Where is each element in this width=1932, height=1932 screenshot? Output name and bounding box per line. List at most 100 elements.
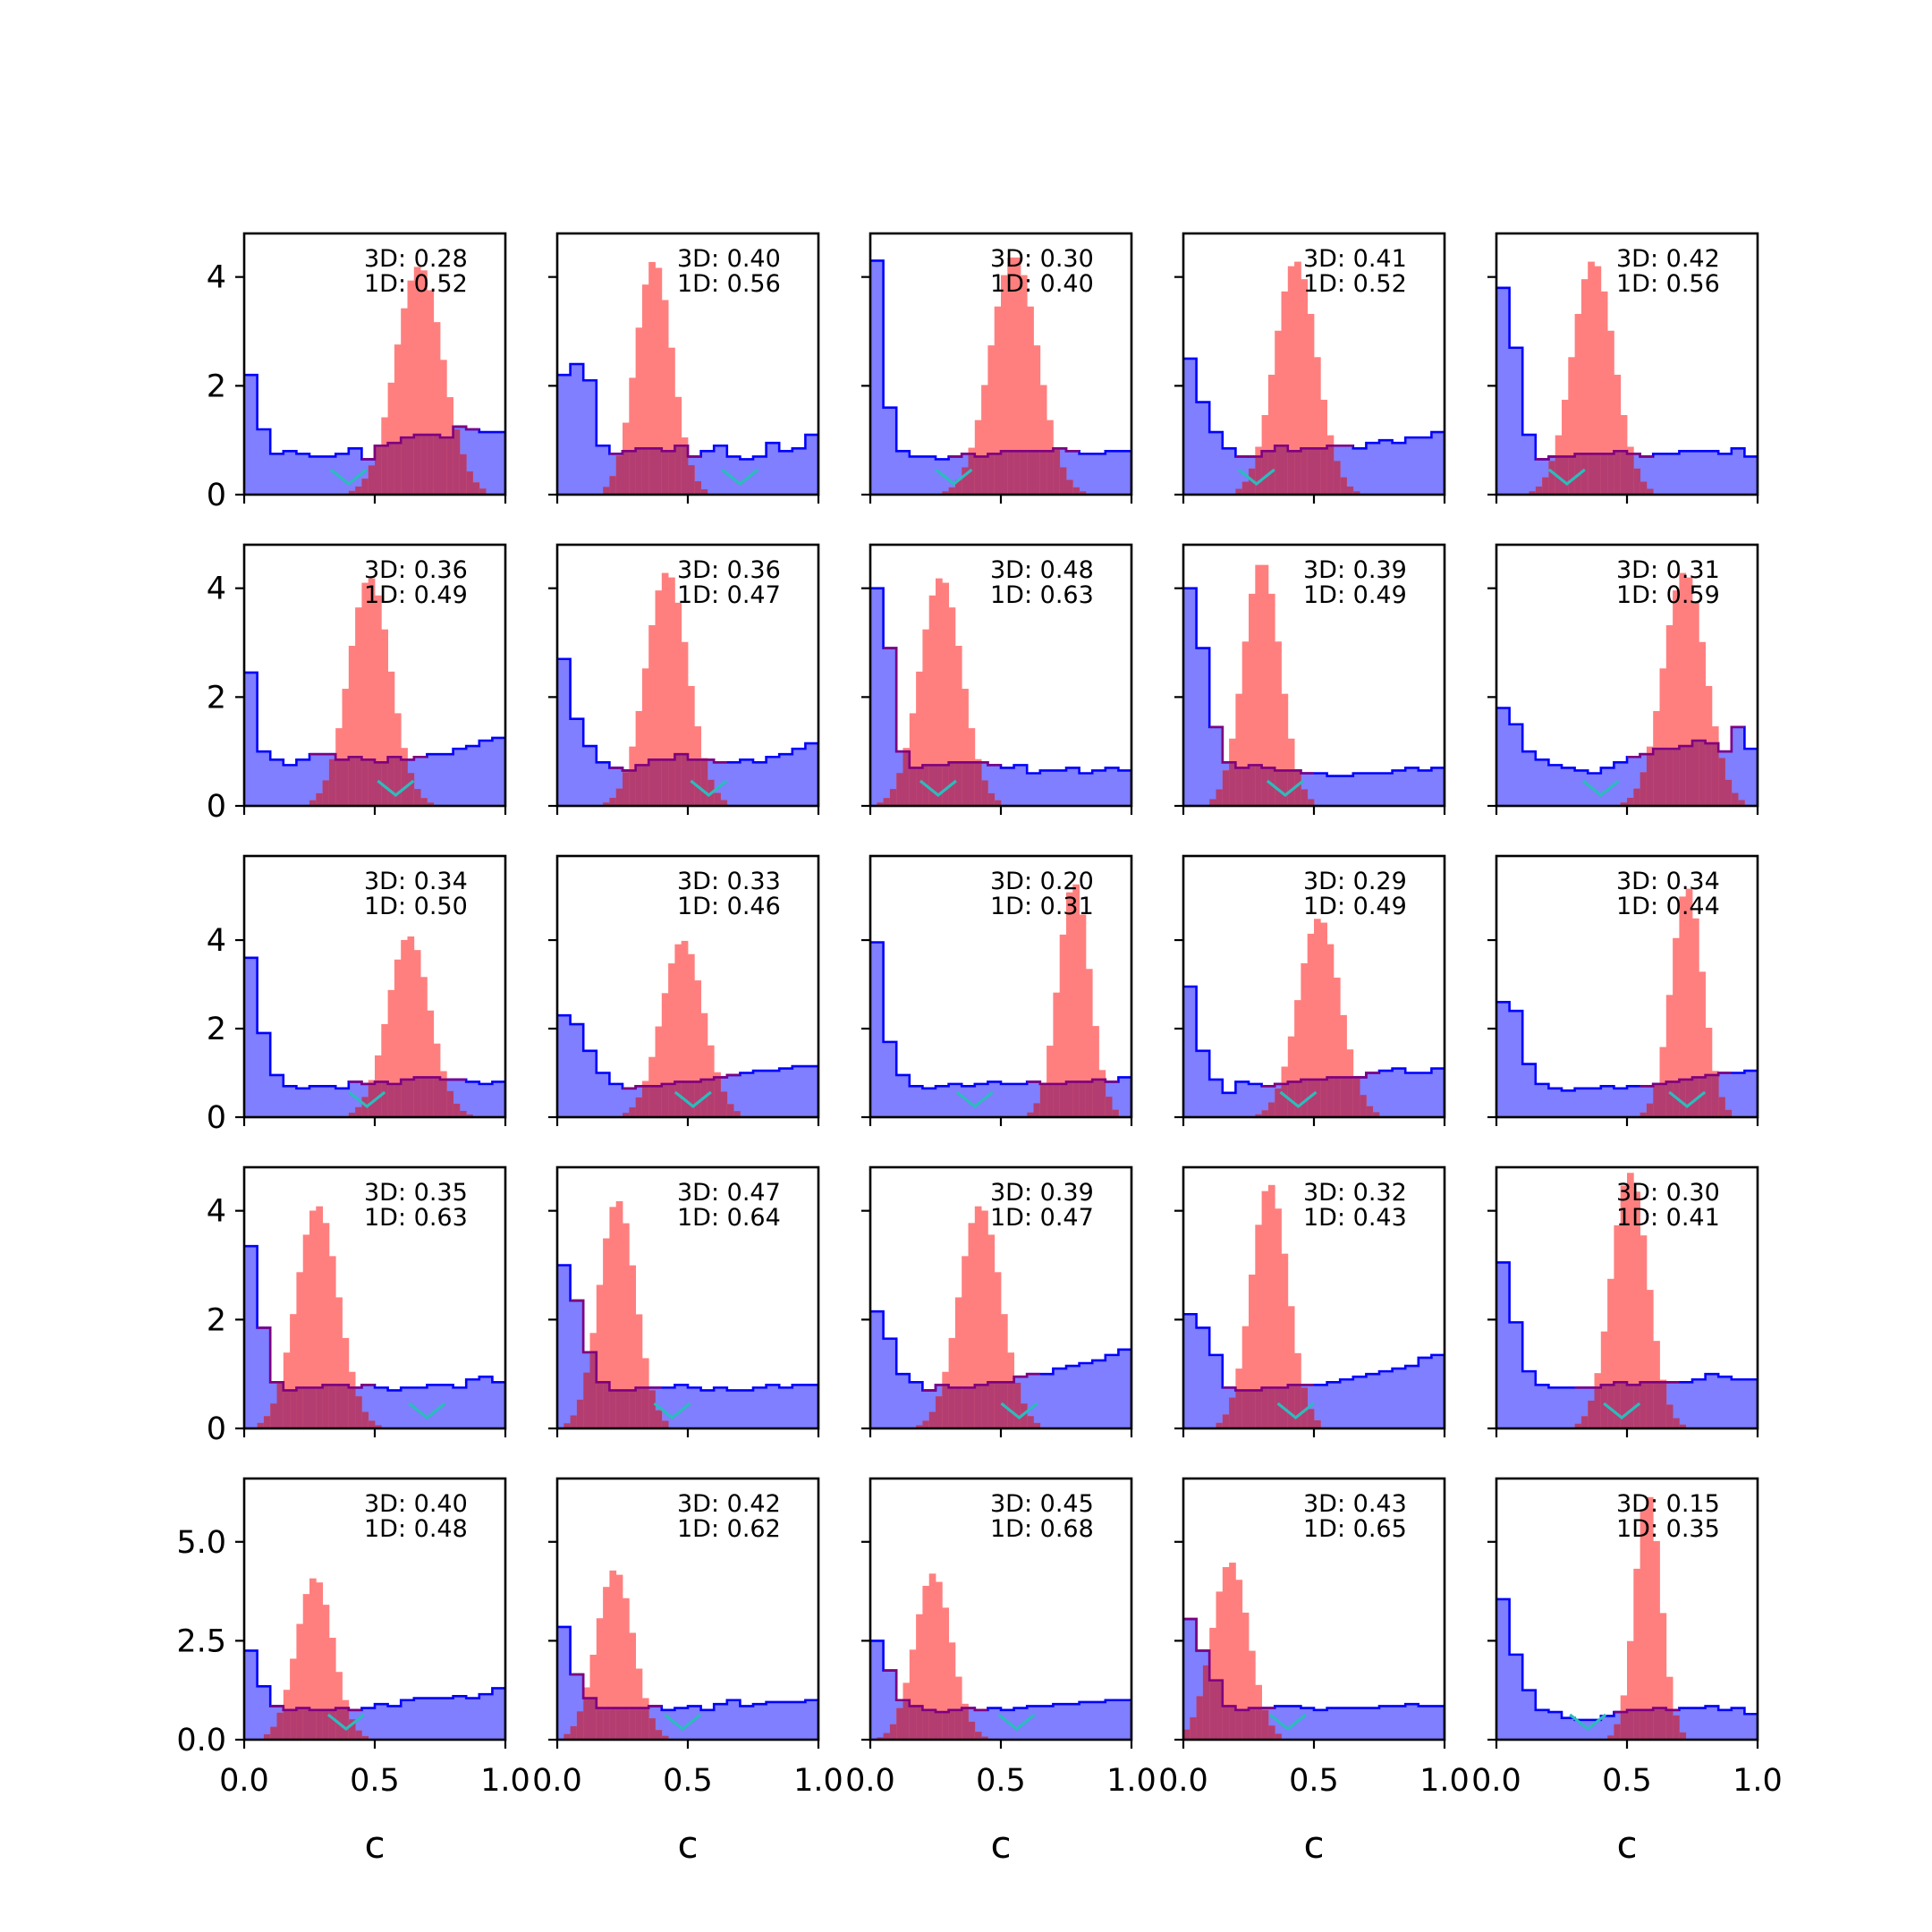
plot-area bbox=[244, 936, 505, 1117]
red-bar bbox=[1235, 1580, 1243, 1740]
red-bar bbox=[1027, 306, 1034, 495]
overlap-bar bbox=[1235, 488, 1243, 495]
y-tick-label: 0.0 bbox=[176, 1723, 226, 1758]
overlap-bar bbox=[1307, 1409, 1315, 1428]
plot-area bbox=[244, 1578, 505, 1740]
red-bar bbox=[1692, 918, 1699, 1117]
overlap-bar bbox=[968, 1387, 976, 1428]
overlap-bar bbox=[328, 1709, 336, 1740]
red-bar bbox=[1085, 969, 1093, 1117]
red-bar bbox=[928, 1573, 936, 1740]
overlap-bar bbox=[1346, 1077, 1354, 1117]
overlap-bar bbox=[290, 1390, 297, 1428]
overlap-bar bbox=[733, 1111, 741, 1117]
label-1d: 1D: 0.52 bbox=[364, 270, 468, 298]
overlap-bar bbox=[1059, 1083, 1067, 1117]
overlap-bar bbox=[688, 1081, 695, 1117]
overlap-bar bbox=[1027, 1416, 1034, 1428]
x-axis-label: c bbox=[1303, 1823, 1324, 1867]
overlap-bar bbox=[968, 762, 976, 806]
x-tick-label: 0.0 bbox=[219, 1763, 269, 1799]
y-tick-label: 4 bbox=[207, 923, 226, 959]
blue-histogram bbox=[870, 260, 1131, 495]
label-3d: 3D: 0.30 bbox=[990, 245, 1094, 273]
red-bar bbox=[1320, 922, 1327, 1117]
overlap-bar bbox=[1261, 451, 1269, 495]
overlap-bar bbox=[1352, 491, 1360, 495]
overlap-bar bbox=[1665, 1404, 1674, 1428]
overlap-bar bbox=[1340, 1077, 1347, 1117]
marker-point bbox=[1581, 779, 1620, 798]
overlap-bar bbox=[1352, 1077, 1360, 1117]
overlap-bar bbox=[954, 1387, 962, 1428]
overlap-bar bbox=[1614, 1382, 1622, 1428]
overlap-bar bbox=[413, 1077, 421, 1117]
overlap-bar bbox=[954, 762, 962, 806]
overlap-bar bbox=[1360, 1095, 1367, 1117]
overlap-outline bbox=[609, 752, 727, 772]
overlap-bar bbox=[603, 1382, 610, 1428]
overlap-bar bbox=[694, 481, 701, 495]
overlap-bar bbox=[342, 759, 350, 806]
red-bar bbox=[1314, 919, 1321, 1117]
overlap-bar bbox=[922, 1420, 930, 1428]
red-bar bbox=[688, 685, 695, 806]
label-1d: 1D: 0.35 bbox=[1616, 1515, 1720, 1543]
overlap-bar bbox=[1659, 1083, 1667, 1117]
overlap-bar bbox=[928, 1709, 936, 1740]
red-bar bbox=[1699, 971, 1706, 1117]
overlap-bar bbox=[413, 435, 421, 495]
red-bar bbox=[1046, 1046, 1054, 1117]
overlap-bar bbox=[909, 1706, 917, 1740]
overlap-bar bbox=[1209, 1680, 1216, 1740]
marker-point bbox=[1569, 1713, 1607, 1732]
x-axis-label: c bbox=[364, 1823, 385, 1867]
red-bar bbox=[1275, 330, 1282, 495]
overlap-bar bbox=[427, 1077, 435, 1117]
label-3d: 3D: 0.34 bbox=[364, 868, 468, 895]
overlap-bar bbox=[641, 1707, 649, 1740]
overlap-bar bbox=[1679, 1424, 1687, 1428]
y-tick-label: 2 bbox=[207, 369, 226, 404]
label-3d: 3D: 0.40 bbox=[677, 245, 781, 273]
overlap-bar bbox=[348, 1719, 356, 1740]
overlap-bar bbox=[609, 1707, 617, 1740]
overlap-bar bbox=[1072, 1081, 1080, 1117]
overlap-outline bbox=[1235, 444, 1353, 458]
red-bar bbox=[1059, 934, 1067, 1117]
red-bar bbox=[387, 989, 395, 1117]
overlap-bar bbox=[1013, 451, 1021, 495]
red-bar bbox=[1607, 330, 1614, 495]
red-bar bbox=[629, 377, 636, 495]
overlap-bar bbox=[570, 1725, 578, 1740]
red-bar bbox=[427, 290, 435, 495]
overlap-bar bbox=[1287, 770, 1295, 806]
red-bar bbox=[1633, 1568, 1640, 1740]
overlap-bar bbox=[623, 772, 630, 806]
red-bar bbox=[1267, 1184, 1275, 1428]
overlap-outline bbox=[1209, 725, 1314, 775]
red-bar bbox=[668, 963, 675, 1117]
red-bar bbox=[603, 1587, 610, 1740]
overlap-bar bbox=[387, 1083, 395, 1117]
overlap-bar bbox=[1731, 792, 1739, 806]
red-bar bbox=[916, 671, 923, 806]
label-1d: 1D: 0.63 bbox=[364, 1204, 468, 1232]
overlap-bar bbox=[648, 1086, 656, 1117]
label-1d: 1D: 0.52 bbox=[1303, 270, 1407, 298]
marker-point bbox=[1603, 1402, 1641, 1420]
overlap-bar bbox=[1718, 758, 1725, 806]
overlap-bar bbox=[355, 1396, 362, 1428]
overlap-outline bbox=[309, 752, 428, 764]
overlap-bar bbox=[629, 770, 636, 806]
overlap-bar bbox=[1255, 1114, 1262, 1117]
overlap-bar bbox=[668, 759, 675, 806]
overlap-bar bbox=[1692, 741, 1699, 806]
